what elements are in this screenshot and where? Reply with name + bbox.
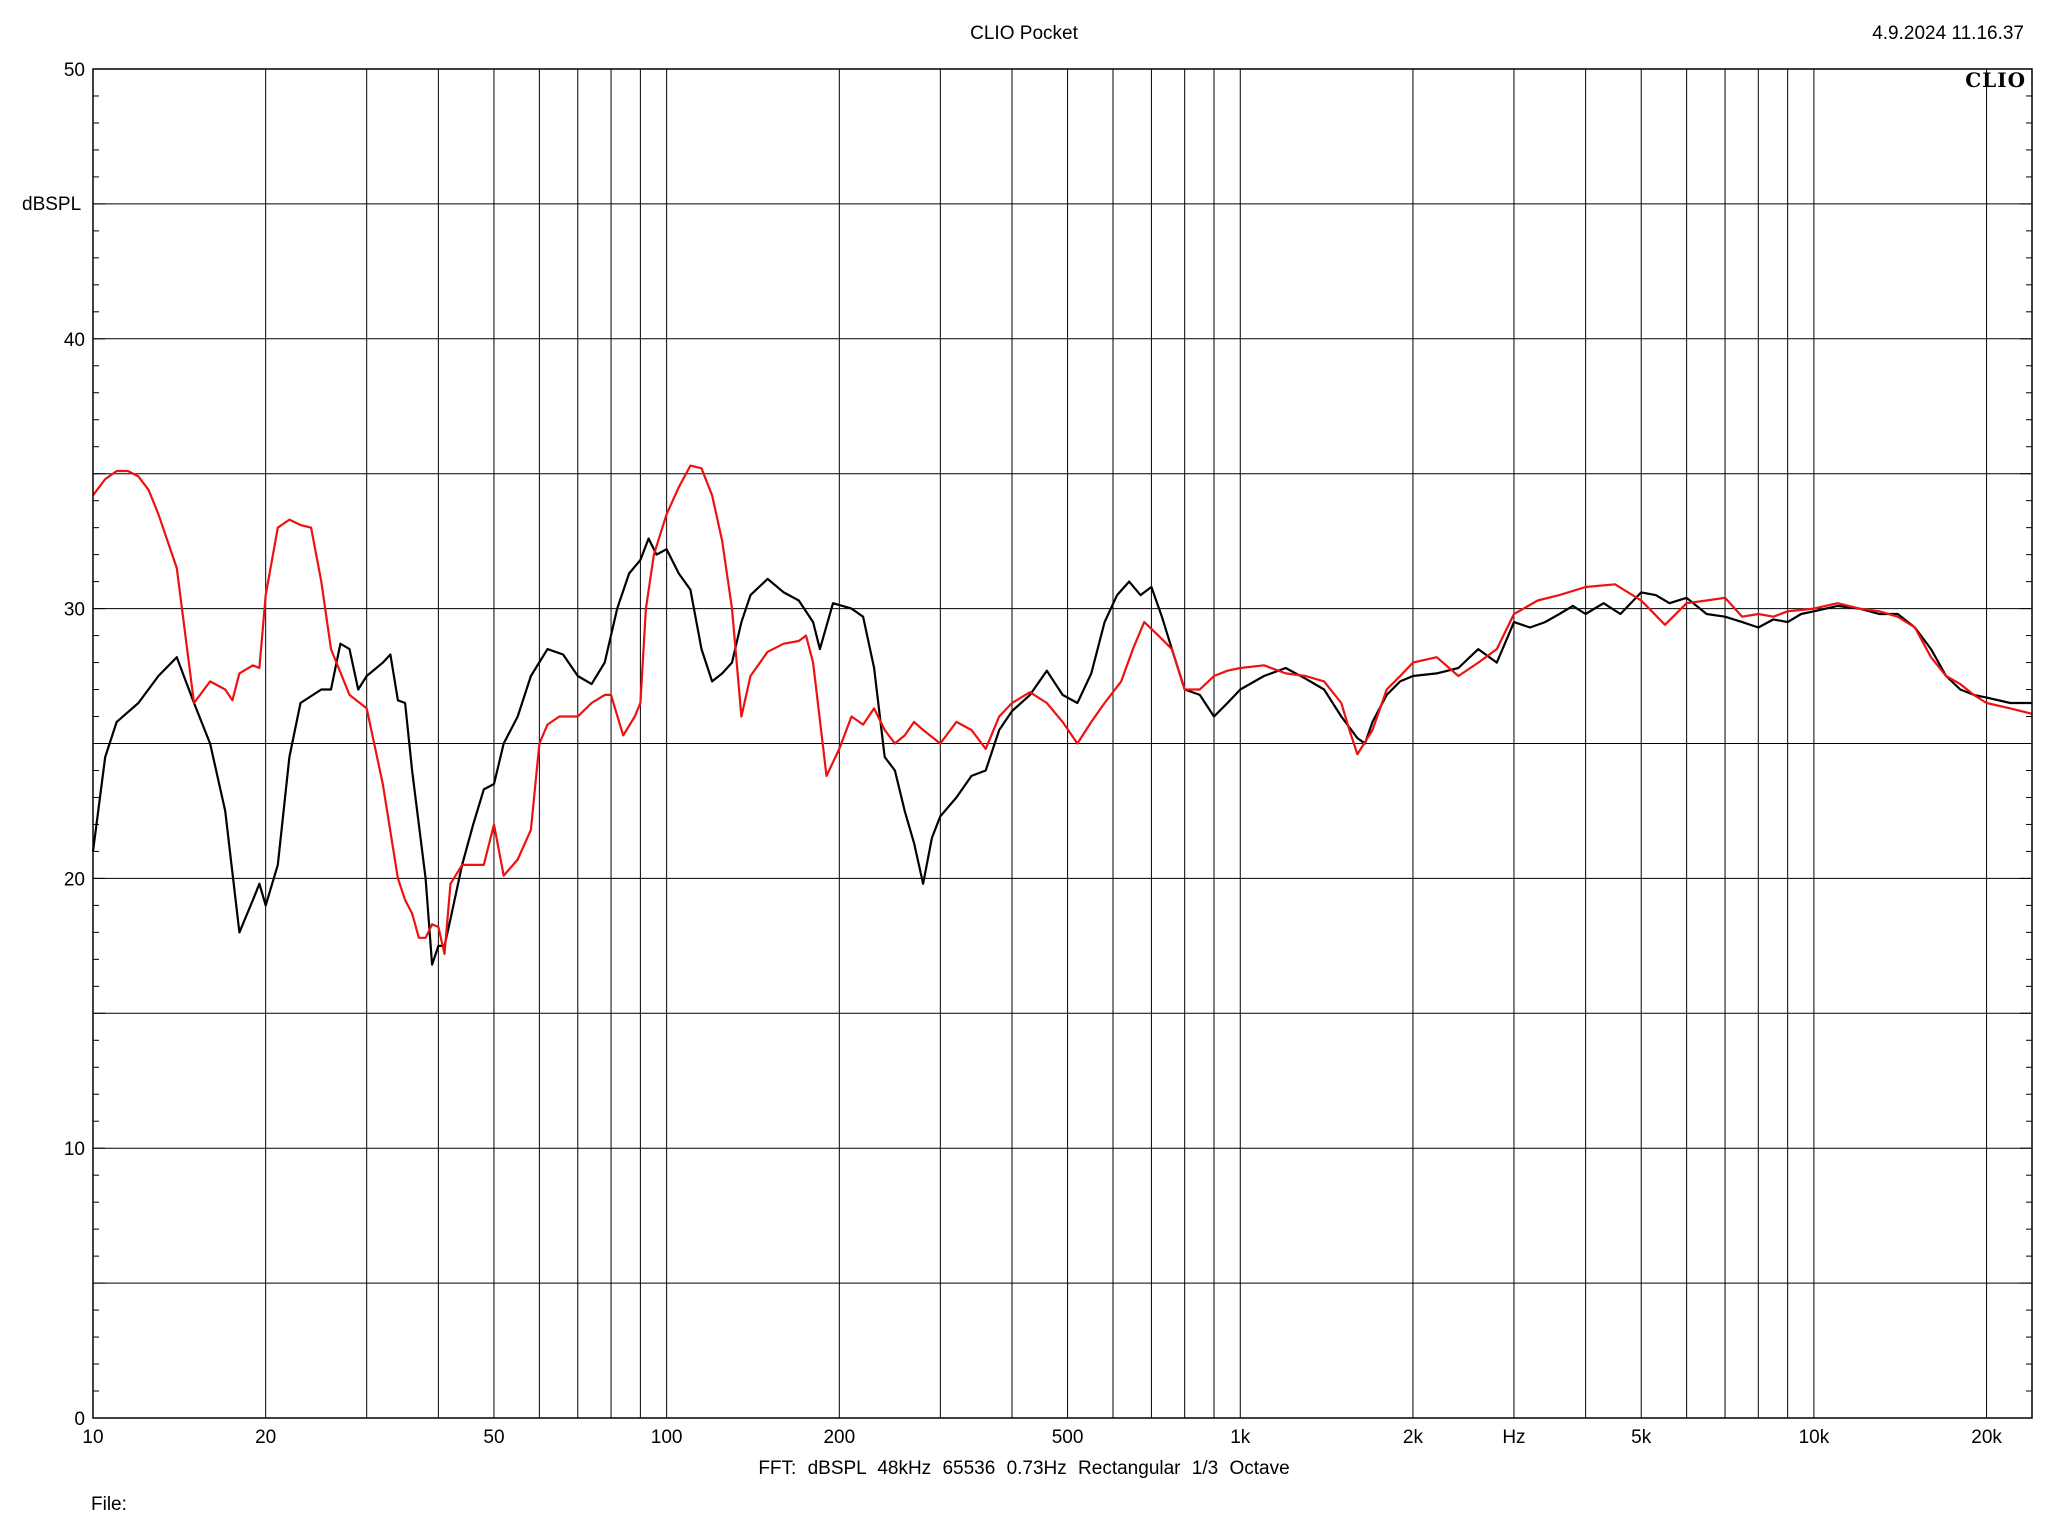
x-tick-label: 5k — [1631, 1427, 1652, 1448]
series-line-red — [92, 464, 2033, 955]
plot-frame — [92, 68, 2033, 1419]
y-tick-label: 40 — [64, 330, 85, 351]
chart-title: CLIO Pocket — [970, 23, 1078, 44]
series-line-black — [91, 537, 2032, 966]
x-tick-label: 10k — [1799, 1427, 1830, 1448]
x-tick-label: 50 — [483, 1427, 504, 1448]
grid-lines — [93, 69, 2032, 1418]
y-tick-label: 10 — [64, 1139, 85, 1160]
x-tick-label: 100 — [651, 1427, 683, 1448]
x-tick-label: 2k — [1403, 1427, 1424, 1448]
fft-settings-text: FFT: dBSPL 48kHz 65536 0.73Hz Rectangula… — [758, 1458, 1290, 1479]
y-tick-label: 20 — [64, 869, 85, 890]
x-tick-label: 1k — [1230, 1427, 1251, 1448]
y-tick-label: 50 — [64, 60, 85, 81]
y-tick-label: 0 — [74, 1409, 85, 1430]
series-lines — [91, 464, 2033, 966]
x-tick-label: 500 — [1052, 1427, 1084, 1448]
tick-marks — [93, 95, 2032, 1392]
y-axis-label: dBSPL — [22, 194, 82, 215]
x-tick-label: 200 — [823, 1427, 855, 1448]
brand-logo: CLIO — [1965, 68, 2026, 92]
timestamp: 4.9.2024 11.16.37 — [1872, 23, 2024, 44]
file-label: File: — [91, 1494, 127, 1515]
x-tick-label: 20k — [1971, 1427, 2002, 1448]
x-tick-label: 20 — [255, 1427, 276, 1448]
x-tick-label: 10 — [82, 1427, 103, 1448]
x-unit-label: Hz — [1502, 1427, 1525, 1448]
y-tick-label: 30 — [64, 600, 85, 621]
